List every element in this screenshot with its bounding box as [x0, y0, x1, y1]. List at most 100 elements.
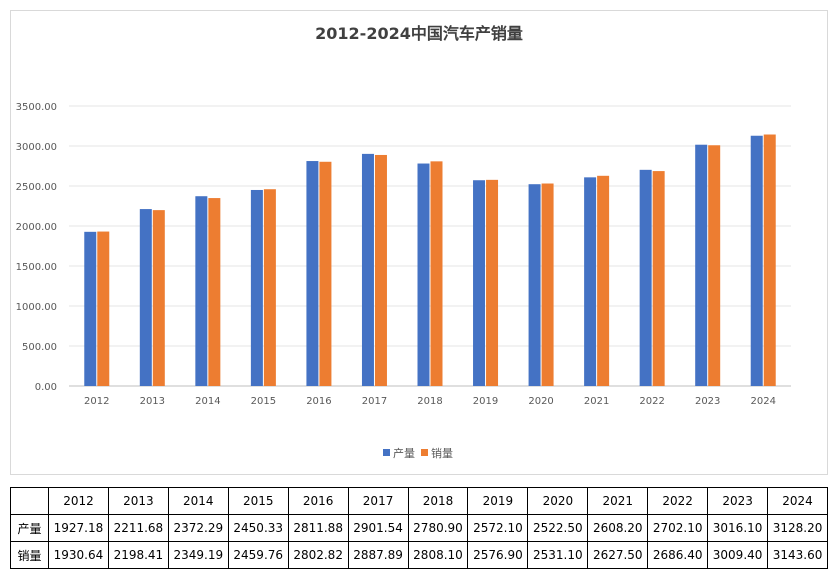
y-tick-label: 3500.00 — [16, 102, 57, 113]
bar-production-2016 — [306, 161, 319, 386]
table-year-header: 2013 — [107, 487, 169, 515]
table-cell: 2608.20 — [587, 514, 649, 542]
y-tick-label: 3000.00 — [16, 142, 57, 153]
x-tick-label: 2013 — [140, 396, 165, 407]
table-cell: 2780.90 — [407, 514, 469, 542]
x-tick-label: 2021 — [584, 396, 609, 407]
x-tick-label: 2019 — [473, 396, 498, 407]
bar-production-2022 — [639, 169, 652, 386]
table-cell: 2802.82 — [287, 541, 349, 569]
table-cell: 2627.50 — [587, 541, 649, 569]
table-row: 产量 1927.18 2211.68 2372.29 2450.33 2811.88 290… — [10, 514, 828, 542]
table-year-header: 2015 — [227, 487, 289, 515]
x-tick-label: 2024 — [751, 396, 776, 407]
table-cell: 2576.90 — [467, 541, 529, 569]
x-tick-label: 2020 — [528, 396, 553, 407]
legend-swatch-production — [383, 449, 390, 456]
bar-sales-2023 — [708, 145, 721, 386]
table-cell: 2450.33 — [227, 514, 289, 542]
table-year-header: 2020 — [527, 487, 589, 515]
table-header-row: 2012 2013 2014 2015 2016 2017 2018 2019 2020 2021… — [10, 487, 828, 515]
table-cell: 2198.41 — [107, 541, 169, 569]
y-tick-label: 500.00 — [22, 342, 57, 353]
bar-production-2014 — [195, 196, 208, 386]
legend-label-sales: 销量 — [431, 446, 453, 460]
bar-sales-2019 — [486, 179, 499, 386]
bar-sales-2020 — [541, 183, 554, 386]
x-tick-label: 2016 — [306, 396, 331, 407]
chart-frame: 0.00 500.00 1000.00 1500.00 2000.00 2500.00 30… — [10, 10, 828, 475]
table-cell: 1927.18 — [48, 514, 109, 542]
table-row-label: 产量 — [10, 514, 49, 542]
table-year-header: 2017 — [347, 487, 409, 515]
bar-production-2023 — [695, 144, 708, 386]
bar-sales-2021 — [597, 175, 610, 386]
bar-sales-2016 — [319, 161, 332, 386]
table-year-header: 2023 — [707, 487, 769, 515]
y-tick-label: 1500.00 — [16, 262, 57, 273]
bar-production-2013 — [139, 209, 152, 386]
bar-production-2015 — [250, 189, 263, 386]
table-cell: 2372.29 — [167, 514, 229, 542]
table-cell: 2686.40 — [647, 541, 709, 569]
x-tick-label: 2017 — [362, 396, 387, 407]
legend-label-production: 产量 — [393, 446, 415, 460]
x-tick-label: 2018 — [417, 396, 442, 407]
table-row-label: 销量 — [10, 541, 49, 569]
table-cell: 2459.76 — [227, 541, 289, 569]
x-tick-label: 2022 — [639, 396, 664, 407]
x-tick-label: 2014 — [195, 396, 220, 407]
bar-sales-2024 — [763, 134, 776, 386]
x-tick-label: 2012 — [84, 396, 109, 407]
bar-sales-2014 — [208, 198, 221, 386]
table-cell: 2572.10 — [467, 514, 529, 542]
bar-production-2019 — [473, 180, 486, 386]
table-cell: 2531.10 — [527, 541, 589, 569]
bar-production-2017 — [361, 153, 374, 386]
table-cell: 2808.10 — [407, 541, 469, 569]
bar-sales-2017 — [374, 154, 387, 386]
table-corner-cell — [10, 487, 49, 515]
legend-swatch-sales — [421, 449, 428, 456]
y-tick-label: 2000.00 — [16, 222, 57, 233]
y-tick-label: 0.00 — [35, 382, 57, 393]
bar-production-2020 — [528, 184, 541, 386]
table-year-header: 2018 — [407, 487, 469, 515]
table-cell: 3143.60 — [767, 541, 828, 569]
bar-sales-2015 — [263, 189, 276, 386]
bar-production-2021 — [584, 177, 597, 386]
bar-sales-2018 — [430, 161, 443, 386]
bar-sales-2012 — [97, 231, 110, 386]
table-row: 销量 1930.64 2198.41 2349.19 2459.76 2802.82 288… — [10, 541, 828, 569]
bar-sales-2013 — [152, 210, 165, 386]
chart-title: 2012-2024中国汽车产销量 — [315, 24, 523, 43]
bar-chart: 0.00 500.00 1000.00 1500.00 2000.00 2500.00 30… — [16, 24, 791, 460]
data-table: 2012 2013 2014 2015 2016 2017 2018 2019 2020 2021… — [10, 487, 828, 569]
bar-production-2012 — [84, 231, 97, 386]
table-year-header: 2014 — [167, 487, 229, 515]
table-cell: 2702.10 — [647, 514, 709, 542]
y-tick-label: 2500.00 — [16, 182, 57, 193]
table-cell: 2901.54 — [347, 514, 409, 542]
table-cell: 2211.68 — [107, 514, 169, 542]
table-cell: 3009.40 — [707, 541, 769, 569]
table-year-header: 2021 — [587, 487, 649, 515]
y-tick-label: 1000.00 — [16, 302, 57, 313]
table-cell: 1930.64 — [48, 541, 109, 569]
table-year-header: 2012 — [48, 487, 109, 515]
table-cell: 2522.50 — [527, 514, 589, 542]
bar-sales-2022 — [652, 171, 665, 386]
table-year-header: 2024 — [767, 487, 828, 515]
bar-production-2024 — [750, 135, 763, 386]
x-tick-label: 2023 — [695, 396, 720, 407]
table-cell: 3128.20 — [767, 514, 828, 542]
table-cell: 3016.10 — [707, 514, 769, 542]
bar-production-2018 — [417, 163, 430, 386]
legend: 产量 销量 — [383, 446, 453, 460]
table-year-header: 2019 — [467, 487, 529, 515]
table-cell: 2349.19 — [167, 541, 229, 569]
x-tick-label: 2015 — [251, 396, 276, 407]
table-cell: 2811.88 — [287, 514, 349, 542]
table-year-header: 2016 — [287, 487, 349, 515]
table-year-header: 2022 — [647, 487, 709, 515]
